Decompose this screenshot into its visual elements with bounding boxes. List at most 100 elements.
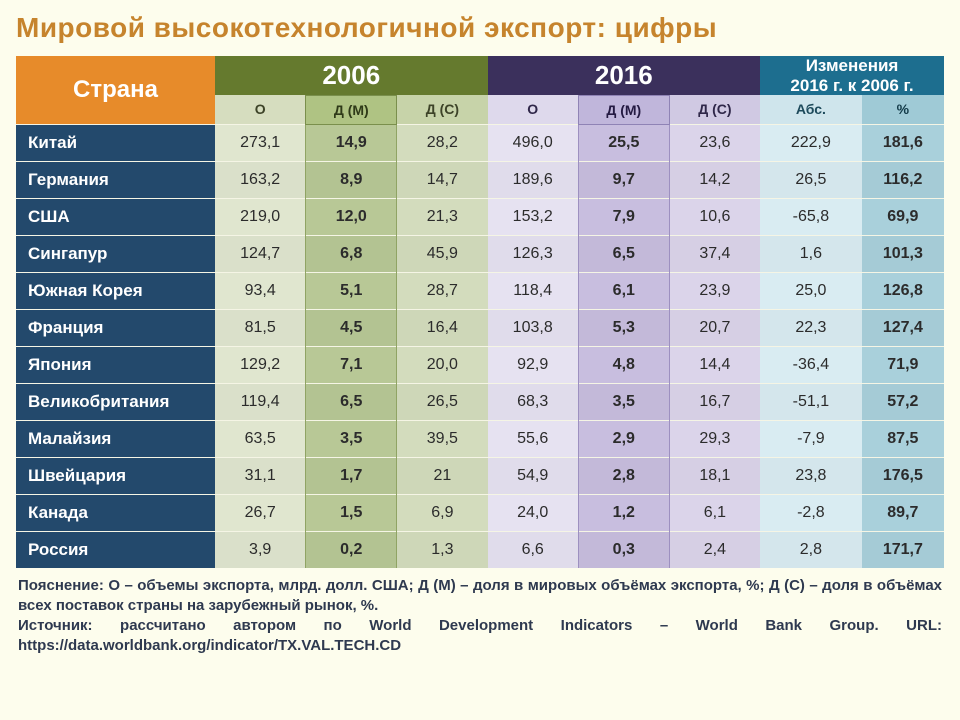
sub-2006-dc: Д (С) (397, 95, 488, 124)
table-row: Южная Корея93,45,128,7118,46,123,925,012… (16, 272, 944, 309)
cell-pct: 101,3 (862, 235, 944, 272)
cell-abs: 25,0 (760, 272, 862, 309)
cell-pct: 116,2 (862, 161, 944, 198)
cell-dc16: 14,4 (669, 346, 760, 383)
cell-dc06: 20,0 (397, 346, 488, 383)
cell-dc06: 21 (397, 457, 488, 494)
header-row-1: Страна 2006 2016 Изменения 2016 г. к 200… (16, 56, 944, 95)
cell-dc06: 28,2 (397, 124, 488, 161)
cell-dc06: 45,9 (397, 235, 488, 272)
title-part2: цифры (615, 12, 717, 43)
cell-o16: 496,0 (488, 124, 579, 161)
cell-dc06: 39,5 (397, 420, 488, 457)
cell-o06: 3,9 (215, 531, 306, 568)
cell-dm06: 1,7 (306, 457, 397, 494)
table-row: Швейцария31,11,72154,92,818,123,8176,5 (16, 457, 944, 494)
cell-abs: 2,8 (760, 531, 862, 568)
cell-dc06: 28,7 (397, 272, 488, 309)
hdr-change-line1: Изменения (806, 56, 899, 75)
sub-2006-o: О (215, 95, 306, 124)
cell-abs: 26,5 (760, 161, 862, 198)
cell-dc16: 29,3 (669, 420, 760, 457)
country-name: Швейцария (16, 457, 215, 494)
table-row: Япония129,27,120,092,94,814,4-36,471,9 (16, 346, 944, 383)
cell-pct: 176,5 (862, 457, 944, 494)
cell-dm06: 5,1 (306, 272, 397, 309)
table-row: Франция81,54,516,4103,85,320,722,3127,4 (16, 309, 944, 346)
cell-abs: -7,9 (760, 420, 862, 457)
table-row: Китай273,114,928,2496,025,523,6222,9181,… (16, 124, 944, 161)
cell-dc16: 23,9 (669, 272, 760, 309)
cell-dm06: 3,5 (306, 420, 397, 457)
country-name: Япония (16, 346, 215, 383)
cell-o06: 219,0 (215, 198, 306, 235)
cell-dm06: 6,5 (306, 383, 397, 420)
cell-dm16: 5,3 (578, 309, 669, 346)
table-row: Россия3,90,21,36,60,32,42,8171,7 (16, 531, 944, 568)
sub-2016-dm: Д (М) (578, 95, 669, 124)
cell-dc06: 21,3 (397, 198, 488, 235)
cell-dm06: 14,9 (306, 124, 397, 161)
sub-pct: % (862, 95, 944, 124)
cell-dm16: 6,5 (578, 235, 669, 272)
hdr-change-line2: 2016 г. к 2006 г. (790, 76, 913, 95)
hdr-change: Изменения 2016 г. к 2006 г. (760, 56, 944, 95)
country-name: Россия (16, 531, 215, 568)
cell-abs: 1,6 (760, 235, 862, 272)
cell-o06: 119,4 (215, 383, 306, 420)
country-name: Малайзия (16, 420, 215, 457)
hdr-2016: 2016 (488, 56, 761, 95)
cell-pct: 87,5 (862, 420, 944, 457)
cell-dm16: 2,8 (578, 457, 669, 494)
cell-dc06: 1,3 (397, 531, 488, 568)
cell-dm16: 3,5 (578, 383, 669, 420)
sub-2016-dc: Д (С) (669, 95, 760, 124)
sub-2016-o: О (488, 95, 579, 124)
cell-o06: 124,7 (215, 235, 306, 272)
cell-o06: 26,7 (215, 494, 306, 531)
table-row: Германия163,28,914,7189,69,714,226,5116,… (16, 161, 944, 198)
cell-o06: 81,5 (215, 309, 306, 346)
cell-dc16: 37,4 (669, 235, 760, 272)
cell-o06: 63,5 (215, 420, 306, 457)
cell-dm16: 2,9 (578, 420, 669, 457)
hdr-country: Страна (16, 56, 215, 124)
cell-dc16: 10,6 (669, 198, 760, 235)
country-name: Великобритания (16, 383, 215, 420)
cell-dc16: 14,2 (669, 161, 760, 198)
cell-abs: 22,3 (760, 309, 862, 346)
cell-o06: 163,2 (215, 161, 306, 198)
cell-o06: 129,2 (215, 346, 306, 383)
footer-note: Пояснение: О – объемы экспорта, млрд. до… (16, 568, 944, 657)
cell-pct: 126,8 (862, 272, 944, 309)
sub-abs: Абс. (760, 95, 862, 124)
cell-dm06: 6,8 (306, 235, 397, 272)
cell-dm06: 1,5 (306, 494, 397, 531)
cell-o06: 93,4 (215, 272, 306, 309)
cell-abs: -51,1 (760, 383, 862, 420)
cell-o16: 189,6 (488, 161, 579, 198)
cell-dm06: 4,5 (306, 309, 397, 346)
cell-abs: -65,8 (760, 198, 862, 235)
cell-o16: 24,0 (488, 494, 579, 531)
cell-o16: 126,3 (488, 235, 579, 272)
cell-pct: 127,4 (862, 309, 944, 346)
page-title: Мировой высокотехнологичной экспорт: циф… (16, 12, 944, 44)
cell-pct: 181,6 (862, 124, 944, 161)
country-name: Германия (16, 161, 215, 198)
cell-o06: 273,1 (215, 124, 306, 161)
cell-dm06: 8,9 (306, 161, 397, 198)
cell-dc06: 26,5 (397, 383, 488, 420)
cell-dc16: 6,1 (669, 494, 760, 531)
cell-o16: 6,6 (488, 531, 579, 568)
cell-pct: 71,9 (862, 346, 944, 383)
table-row: Канада26,71,56,924,01,26,1-2,889,7 (16, 494, 944, 531)
cell-dm16: 0,3 (578, 531, 669, 568)
table-row: Великобритания119,46,526,568,33,516,7-51… (16, 383, 944, 420)
cell-dc06: 16,4 (397, 309, 488, 346)
sub-2006-dm: Д (М) (306, 95, 397, 124)
country-name: Китай (16, 124, 215, 161)
cell-o16: 55,6 (488, 420, 579, 457)
cell-o06: 31,1 (215, 457, 306, 494)
cell-dc16: 2,4 (669, 531, 760, 568)
